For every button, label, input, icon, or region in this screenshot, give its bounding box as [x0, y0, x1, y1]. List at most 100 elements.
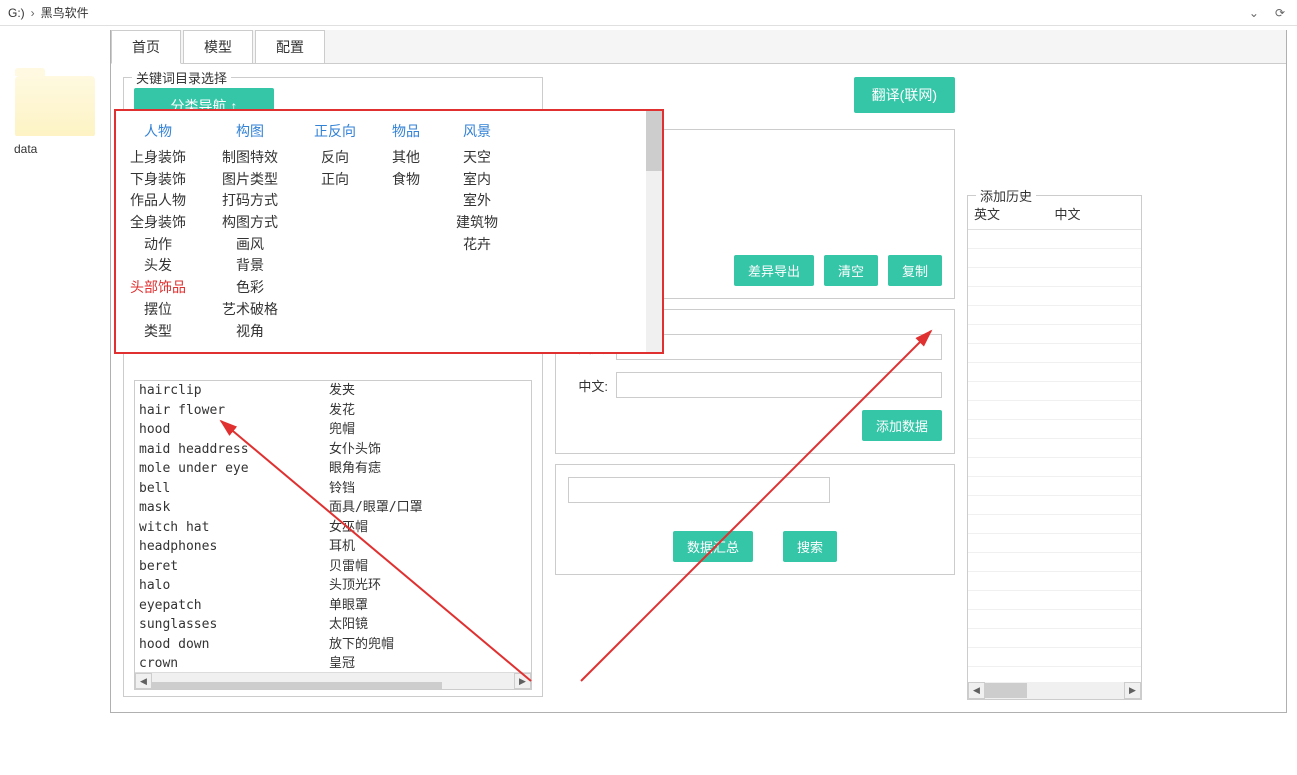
- tab-model[interactable]: 模型: [183, 30, 253, 63]
- dropdown-header[interactable]: 物品: [392, 121, 420, 141]
- table-row[interactable]: witch hat女巫帽: [135, 518, 531, 538]
- dropdown-item[interactable]: 食物: [392, 169, 420, 191]
- main-panel: 首页 模型 配置 关键词目录选择 分类导航 ↑ hairclip发夹hair f…: [110, 30, 1287, 713]
- dropdown-header[interactable]: 人物: [130, 121, 186, 141]
- dropdown-item[interactable]: 图片类型: [222, 169, 278, 191]
- dropdown-item[interactable]: 画风: [222, 234, 278, 256]
- term-english: headphones: [139, 537, 329, 557]
- history-scrollbar[interactable]: ◀ ▶: [968, 682, 1141, 699]
- dropdown-item[interactable]: 构图方式: [222, 212, 278, 234]
- table-row[interactable]: mask面具/眼罩/口罩: [135, 498, 531, 518]
- chinese-input[interactable]: [616, 372, 942, 398]
- keyword-legend: 关键词目录选择: [132, 68, 231, 87]
- table-row[interactable]: beret贝雷帽: [135, 557, 531, 577]
- horizontal-scrollbar[interactable]: ◀ ▶: [135, 672, 531, 689]
- history-header-cn[interactable]: 中文: [1055, 204, 1136, 223]
- tab-home[interactable]: 首页: [111, 30, 181, 64]
- term-english: eyepatch: [139, 596, 329, 616]
- dropdown-item[interactable]: 室外: [456, 190, 498, 212]
- term-english: hood down: [139, 635, 329, 655]
- table-row[interactable]: eyepatch单眼罩: [135, 596, 531, 616]
- term-chinese: 耳机: [329, 537, 527, 557]
- table-row[interactable]: hairclip发夹: [135, 381, 531, 401]
- dropdown-header[interactable]: 正反向: [314, 121, 356, 141]
- dropdown-header[interactable]: 风景: [456, 121, 498, 141]
- term-english: mask: [139, 498, 329, 518]
- translate-button[interactable]: 翻译(联网): [854, 77, 955, 113]
- dropdown-icon[interactable]: ⌄: [1245, 6, 1263, 20]
- dropdown-item[interactable]: 类型: [130, 321, 186, 343]
- table-row[interactable]: hair flower发花: [135, 401, 531, 421]
- history-box: 添加历史 英文 中文: [967, 195, 1142, 700]
- table-row[interactable]: halo头顶光环: [135, 576, 531, 596]
- copy-button[interactable]: 复制: [888, 255, 942, 286]
- tabs: 首页 模型 配置: [111, 30, 1286, 64]
- data-summary-button[interactable]: 数据汇总: [673, 531, 753, 562]
- term-chinese: 女仆头饰: [329, 440, 527, 460]
- dropdown-item[interactable]: 头部饰品: [130, 277, 186, 299]
- term-chinese: 女巫帽: [329, 518, 527, 538]
- term-chinese: 发夹: [329, 381, 527, 401]
- tab-config[interactable]: 配置: [255, 30, 325, 63]
- scroll-right-icon[interactable]: ▶: [514, 673, 531, 689]
- chevron-right-icon: ›: [31, 6, 35, 20]
- dropdown-item[interactable]: 花卉: [456, 234, 498, 256]
- category-dropdown[interactable]: 人物上身装饰下身装饰作品人物全身装饰动作头发头部饰品摆位类型 构图制图特效图片类型…: [114, 109, 664, 354]
- dropdown-item[interactable]: 艺术破格: [222, 299, 278, 321]
- dropdown-item[interactable]: 制图特效: [222, 147, 278, 169]
- term-chinese: 铃铛: [329, 479, 527, 499]
- dropdown-item[interactable]: 反向: [314, 147, 356, 169]
- dropdown-item[interactable]: 视角: [222, 321, 278, 343]
- dropdown-item[interactable]: 头发: [130, 255, 186, 277]
- refresh-icon[interactable]: ⟳: [1271, 6, 1289, 20]
- dropdown-item[interactable]: 天空: [456, 147, 498, 169]
- english-input[interactable]: [616, 334, 942, 360]
- term-english: beret: [139, 557, 329, 577]
- breadcrumb-drive[interactable]: G:): [8, 6, 25, 20]
- clear-button[interactable]: 清空: [824, 255, 878, 286]
- term-english: hood: [139, 420, 329, 440]
- table-row[interactable]: hood down放下的兜帽: [135, 635, 531, 655]
- table-row[interactable]: maid headdress女仆头饰: [135, 440, 531, 460]
- dropdown-item[interactable]: 背景: [222, 255, 278, 277]
- dropdown-item[interactable]: 色彩: [222, 277, 278, 299]
- dropdown-item[interactable]: 其他: [392, 147, 420, 169]
- history-header-en[interactable]: 英文: [974, 204, 1055, 223]
- search-button[interactable]: 搜索: [783, 531, 837, 562]
- dropdown-item[interactable]: 动作: [130, 234, 186, 256]
- dropdown-scrollbar[interactable]: [646, 111, 662, 352]
- folder-label: data: [10, 142, 100, 156]
- term-chinese: 发花: [329, 401, 527, 421]
- table-row[interactable]: headphones耳机: [135, 537, 531, 557]
- scroll-left-icon[interactable]: ◀: [968, 682, 985, 699]
- dropdown-item[interactable]: 上身装饰: [130, 147, 186, 169]
- folder-icon[interactable]: [15, 76, 95, 136]
- term-chinese: 头顶光环: [329, 576, 527, 596]
- table-row[interactable]: mole under eye眼角有痣: [135, 459, 531, 479]
- diff-export-button[interactable]: 差异导出: [734, 255, 814, 286]
- term-chinese: 面具/眼罩/口罩: [329, 498, 527, 518]
- table-row[interactable]: sunglasses太阳镜: [135, 615, 531, 635]
- term-list[interactable]: hairclip发夹hair flower发花hood兜帽maid headdr…: [134, 380, 532, 690]
- table-row[interactable]: hood兜帽: [135, 420, 531, 440]
- term-chinese: 兜帽: [329, 420, 527, 440]
- add-data-button[interactable]: 添加数据: [862, 410, 942, 441]
- scroll-left-icon[interactable]: ◀: [135, 673, 152, 689]
- term-chinese: 眼角有痣: [329, 459, 527, 479]
- dropdown-item[interactable]: 全身装饰: [130, 212, 186, 234]
- dropdown-item[interactable]: 作品人物: [130, 190, 186, 212]
- dropdown-item[interactable]: 打码方式: [222, 190, 278, 212]
- dropdown-item[interactable]: 室内: [456, 169, 498, 191]
- term-english: mole under eye: [139, 459, 329, 479]
- scroll-right-icon[interactable]: ▶: [1124, 682, 1141, 699]
- dropdown-item[interactable]: 摆位: [130, 299, 186, 321]
- table-row[interactable]: crown皇冠: [135, 654, 531, 674]
- term-english: hairclip: [139, 381, 329, 401]
- dropdown-item[interactable]: 正向: [314, 169, 356, 191]
- dropdown-item[interactable]: 建筑物: [456, 212, 498, 234]
- dropdown-item[interactable]: 下身装饰: [130, 169, 186, 191]
- table-row[interactable]: bell铃铛: [135, 479, 531, 499]
- breadcrumb-folder[interactable]: 黑鸟软件: [41, 4, 89, 21]
- dropdown-header[interactable]: 构图: [222, 121, 278, 141]
- search-input[interactable]: [568, 477, 830, 503]
